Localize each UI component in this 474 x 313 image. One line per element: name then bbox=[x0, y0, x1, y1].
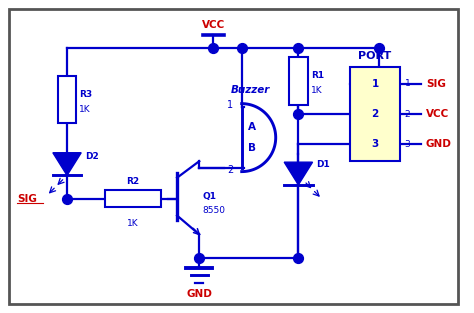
Bar bbox=[105, 191, 162, 208]
Bar bbox=[57, 76, 76, 123]
Text: D1: D1 bbox=[316, 161, 330, 170]
Text: 1K: 1K bbox=[310, 86, 322, 95]
Point bbox=[195, 255, 203, 260]
Point bbox=[375, 45, 383, 50]
Text: A: A bbox=[248, 122, 256, 132]
Text: 3: 3 bbox=[405, 140, 410, 149]
Text: 1K: 1K bbox=[128, 219, 139, 228]
Text: 1K: 1K bbox=[79, 105, 91, 114]
Text: 1: 1 bbox=[372, 79, 379, 89]
Text: VCC: VCC bbox=[202, 20, 225, 30]
Bar bbox=[350, 67, 400, 161]
Point bbox=[238, 45, 246, 50]
Text: R2: R2 bbox=[127, 177, 140, 186]
Text: 3: 3 bbox=[372, 139, 379, 149]
Text: D2: D2 bbox=[85, 152, 99, 161]
Text: Q1: Q1 bbox=[202, 192, 217, 201]
Text: Buzzer: Buzzer bbox=[230, 85, 270, 95]
Point bbox=[63, 197, 71, 202]
Text: SIG: SIG bbox=[426, 79, 446, 89]
Text: 2: 2 bbox=[227, 165, 233, 175]
Text: SIG: SIG bbox=[18, 194, 37, 204]
Text: PORT: PORT bbox=[358, 51, 392, 61]
Text: 1: 1 bbox=[405, 79, 410, 88]
Text: GND: GND bbox=[186, 289, 212, 299]
Text: R1: R1 bbox=[310, 71, 324, 80]
Polygon shape bbox=[53, 153, 81, 175]
Text: VCC: VCC bbox=[426, 109, 449, 119]
Text: R3: R3 bbox=[79, 90, 92, 99]
Polygon shape bbox=[284, 162, 312, 185]
Point bbox=[294, 111, 302, 116]
Text: B: B bbox=[248, 143, 256, 153]
Text: GND: GND bbox=[426, 139, 452, 149]
Text: 1: 1 bbox=[227, 100, 233, 110]
Text: 8550: 8550 bbox=[202, 206, 226, 215]
Bar bbox=[289, 57, 308, 105]
Point bbox=[294, 255, 302, 260]
Text: 2: 2 bbox=[405, 110, 410, 119]
Point bbox=[210, 45, 217, 50]
Point bbox=[294, 45, 302, 50]
Text: 2: 2 bbox=[372, 109, 379, 119]
